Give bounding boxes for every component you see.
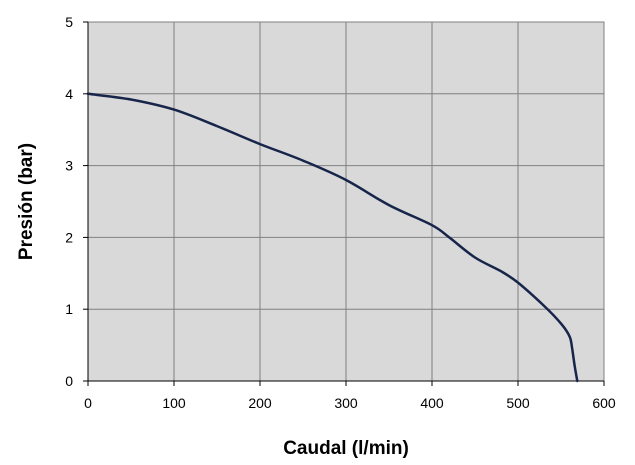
x-axis-title: Caudal (l/min) bbox=[283, 438, 409, 459]
x-axis-ticks: 0 100 200 300 400 500 600 bbox=[84, 381, 616, 411]
y-axis-title: Presión (bar) bbox=[16, 143, 37, 260]
y-axis-ticks: 0 1 2 3 4 5 bbox=[65, 14, 88, 389]
y-tick-label: 3 bbox=[65, 158, 73, 174]
y-tick-label: 2 bbox=[65, 229, 73, 245]
y-tick-label: 4 bbox=[65, 86, 73, 102]
x-tick-label: 600 bbox=[592, 395, 616, 411]
x-tick-label: 100 bbox=[162, 395, 186, 411]
x-tick-label: 400 bbox=[420, 395, 444, 411]
x-tick-label: 300 bbox=[334, 395, 358, 411]
series-line bbox=[86, 92, 579, 383]
y-tick-label: 0 bbox=[65, 373, 73, 389]
x-tick-label: 200 bbox=[248, 395, 272, 411]
series-layer bbox=[86, 92, 579, 383]
x-tick-label: 500 bbox=[506, 395, 530, 411]
x-tick-label: 0 bbox=[84, 395, 92, 411]
y-tick-label: 1 bbox=[65, 301, 73, 317]
y-tick-label: 5 bbox=[65, 14, 73, 30]
